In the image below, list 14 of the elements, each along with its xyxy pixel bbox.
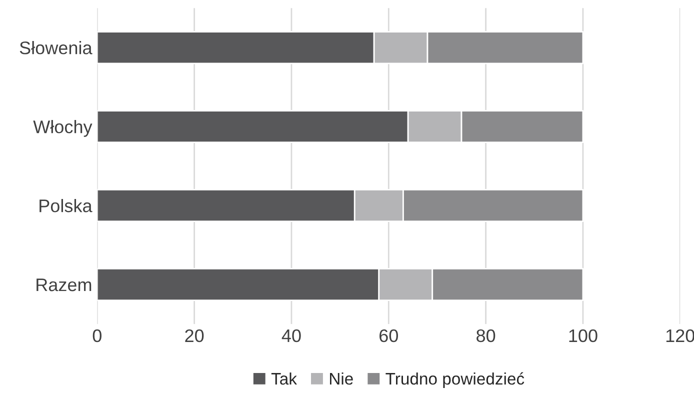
y-tick-label: Razem <box>36 278 92 292</box>
legend-label: Trudno powiedzieć <box>386 372 524 388</box>
x-tick-label: 100 <box>569 329 598 342</box>
x-tick-label: 0 <box>92 329 102 342</box>
x-tick-label: 60 <box>380 329 398 342</box>
x-tick-label: 120 <box>666 329 694 342</box>
y-tick-label: Włochy <box>33 120 92 137</box>
legend-label: Nie <box>330 372 353 385</box>
legend-label: Tak <box>271 372 297 385</box>
y-tick-label: Słowenia <box>20 41 92 54</box>
y-tick-label: Polska <box>40 198 92 212</box>
x-tick-label: 20 <box>185 329 204 342</box>
x-tick-label: 40 <box>282 329 301 342</box>
x-tick-label: 80 <box>476 329 496 342</box>
